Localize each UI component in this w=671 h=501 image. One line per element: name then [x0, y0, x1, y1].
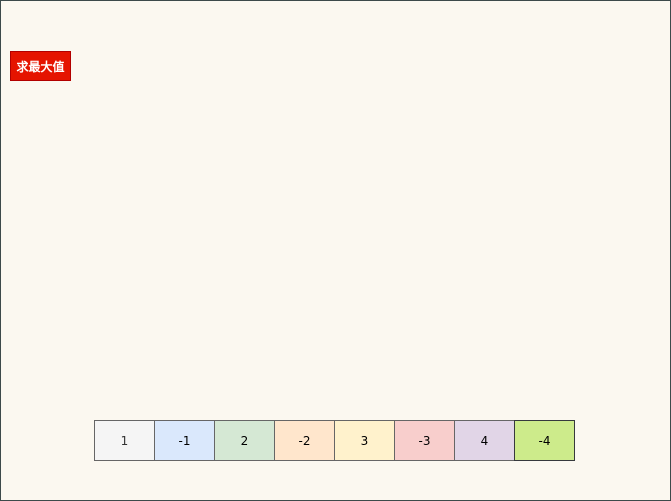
array-cell: 2	[214, 420, 275, 461]
array-cell: -1	[154, 420, 215, 461]
find-max-button[interactable]: 求最大值	[10, 51, 71, 81]
array-cell: 4	[454, 420, 515, 461]
array-cell: 3	[334, 420, 395, 461]
array-cells: 1 -1 2 -2 3 -3 4 -4	[94, 420, 575, 461]
array-cell: -4	[514, 420, 575, 461]
array-cell: 1	[94, 420, 155, 461]
array-cell: -2	[274, 420, 335, 461]
array-cell: -3	[394, 420, 455, 461]
